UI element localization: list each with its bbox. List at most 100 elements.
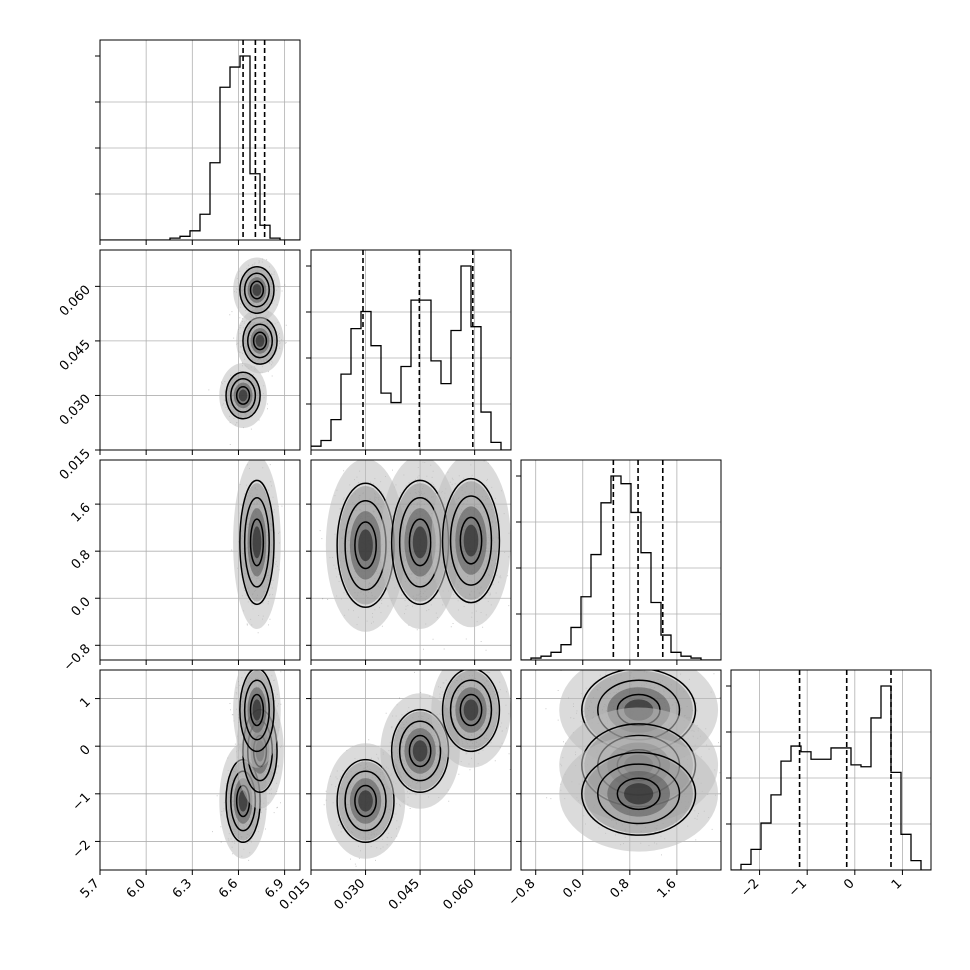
panel-frame — [520, 669, 722, 871]
x-tick-label: 0.045 — [386, 876, 423, 913]
y-tick-label: −0.8 — [61, 642, 94, 675]
panel-frame — [99, 39, 301, 241]
contour-1-2 — [252, 331, 268, 351]
contour-2-0 — [441, 477, 501, 604]
x-tick-label: 1 — [889, 876, 905, 892]
density-level-1-3 — [412, 526, 428, 559]
panel-3-2 — [516, 669, 722, 875]
panel-frame — [99, 459, 301, 661]
contour-2-1 — [243, 272, 270, 308]
density-level-0-3 — [252, 526, 262, 559]
density-level-0-3 — [238, 389, 248, 402]
panel-3-0 — [95, 669, 301, 875]
histogram-step — [311, 265, 511, 450]
scatter-points — [212, 670, 284, 861]
scatter-points — [545, 670, 721, 856]
panel-2-0 — [95, 459, 301, 665]
x-tick-label: 0 — [841, 876, 857, 892]
contour-0-2 — [354, 521, 377, 570]
contour-2-0 — [441, 670, 501, 753]
panel-3-1 — [306, 669, 512, 875]
x-tick-label: 0.0 — [560, 876, 585, 901]
y-tick-label: 0.0 — [69, 594, 94, 619]
histogram-step — [100, 55, 300, 240]
scatter-points — [208, 257, 287, 445]
contour-0-2 — [235, 385, 251, 405]
panel-frame — [730, 669, 932, 871]
panel-3-3 — [726, 669, 932, 875]
x-tick-label: −1 — [786, 876, 810, 900]
y-tick-label: 0.8 — [69, 547, 94, 572]
gridlines — [99, 40, 300, 240]
density-level-2-3 — [463, 699, 479, 721]
contour-2-2 — [249, 693, 265, 727]
contour-0-0 — [239, 479, 275, 606]
contour-2-2 — [616, 777, 661, 811]
density-level-1-3 — [255, 334, 265, 347]
panel-frame — [99, 669, 301, 871]
panel-1-0 — [95, 249, 301, 455]
panel-0-0 — [95, 39, 301, 245]
y-tick-label: −1 — [70, 790, 94, 814]
panel-1-1 — [306, 249, 512, 455]
x-tick-label: 1.6 — [654, 876, 679, 901]
histogram — [311, 265, 511, 450]
contour-2-1 — [449, 495, 493, 586]
contour-2-2 — [249, 280, 265, 300]
scatter-points — [323, 670, 511, 867]
y-tick-label: 0.030 — [57, 392, 94, 429]
histogram-step — [521, 475, 721, 660]
panel-frame — [310, 249, 512, 451]
scatter-points — [231, 460, 283, 634]
contour-1-2 — [408, 734, 432, 768]
histogram — [731, 685, 931, 870]
density-level-1-3 — [412, 740, 428, 762]
density-level-2-3 — [252, 284, 262, 296]
y-tick-label: 0.060 — [57, 283, 94, 320]
contour-0-1 — [243, 497, 270, 588]
contour-2-0 — [581, 751, 697, 836]
gridlines — [731, 670, 931, 870]
x-tick-label: −2 — [738, 876, 762, 900]
x-tick-label: 0.030 — [331, 876, 368, 913]
x-tick-label: 5.7 — [78, 876, 103, 901]
panel-frame — [99, 249, 301, 451]
x-tick-label: 6.3 — [170, 876, 195, 901]
contour-2-2 — [459, 516, 483, 565]
y-tick-label: 0.015 — [57, 446, 94, 483]
gridlines — [521, 460, 721, 660]
contour-2-0 — [239, 265, 275, 315]
panel-frame — [520, 459, 722, 661]
density-level-2-3 — [252, 699, 262, 721]
y-tick-label: −2 — [70, 838, 94, 862]
contour-1-1 — [246, 323, 274, 359]
x-tick-label: 0.8 — [607, 876, 632, 901]
y-tick-label: 0 — [77, 742, 93, 758]
contour-2-1 — [243, 679, 270, 741]
contour-1-2 — [408, 518, 432, 567]
density-level-0-3 — [358, 529, 373, 562]
contour-0-1 — [230, 377, 257, 413]
scatter-points — [319, 460, 511, 651]
panel-2-1 — [306, 459, 512, 665]
density-level-0-3 — [358, 790, 373, 812]
contour-0-2 — [249, 518, 265, 567]
density-level-2-3 — [463, 524, 479, 557]
x-tick-label: 0.060 — [441, 876, 478, 913]
x-tick-label: 0.015 — [277, 876, 314, 913]
contour-0-0 — [225, 371, 261, 420]
panel-2-2 — [516, 459, 722, 665]
contour-0-2 — [354, 784, 377, 818]
panel-frame — [310, 459, 512, 661]
histogram — [521, 475, 721, 660]
x-tick-label: 6.6 — [216, 876, 241, 901]
contour-0-0 — [336, 758, 395, 844]
contour-2-1 — [449, 679, 493, 741]
histogram-step — [731, 685, 931, 870]
histogram — [100, 55, 300, 240]
y-tick-label: 1.6 — [69, 500, 94, 525]
y-tick-label: 0.045 — [57, 337, 94, 374]
y-tick-label: 1 — [77, 695, 93, 711]
x-tick-label: 6.0 — [124, 876, 149, 901]
